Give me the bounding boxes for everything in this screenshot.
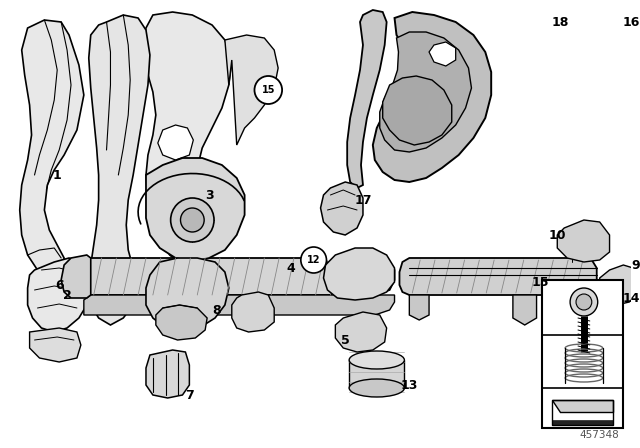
Polygon shape: [143, 12, 232, 268]
Circle shape: [255, 76, 282, 104]
Text: 14: 14: [623, 292, 640, 305]
Text: 5: 5: [341, 333, 349, 346]
Text: 1: 1: [53, 168, 61, 181]
Polygon shape: [28, 258, 91, 332]
Polygon shape: [20, 20, 84, 278]
Text: 4: 4: [287, 262, 295, 275]
Polygon shape: [61, 255, 91, 298]
Polygon shape: [567, 295, 584, 320]
Text: 8: 8: [212, 303, 221, 316]
Ellipse shape: [349, 351, 404, 369]
Polygon shape: [513, 295, 536, 325]
Polygon shape: [89, 15, 150, 325]
Polygon shape: [156, 305, 207, 340]
Polygon shape: [383, 76, 452, 145]
Polygon shape: [552, 400, 614, 412]
Polygon shape: [399, 258, 596, 295]
Text: 457348: 457348: [580, 430, 620, 440]
Polygon shape: [146, 350, 189, 398]
Polygon shape: [557, 220, 609, 262]
Text: 3: 3: [205, 189, 213, 202]
Polygon shape: [380, 32, 472, 152]
Polygon shape: [84, 295, 394, 315]
Text: 9: 9: [632, 258, 640, 271]
Text: 10: 10: [548, 228, 566, 241]
Polygon shape: [29, 328, 81, 362]
Polygon shape: [335, 312, 387, 352]
Polygon shape: [81, 258, 394, 295]
Ellipse shape: [349, 379, 404, 397]
Circle shape: [301, 247, 326, 273]
Polygon shape: [410, 295, 429, 320]
Circle shape: [180, 208, 204, 232]
Polygon shape: [347, 10, 387, 188]
Polygon shape: [552, 420, 614, 425]
Text: 16: 16: [623, 16, 640, 29]
Text: 15: 15: [262, 85, 275, 95]
Polygon shape: [323, 248, 394, 300]
Polygon shape: [225, 35, 278, 145]
Polygon shape: [146, 158, 244, 262]
Polygon shape: [163, 196, 193, 226]
Text: 13: 13: [401, 379, 418, 392]
Polygon shape: [373, 12, 491, 182]
Polygon shape: [321, 182, 363, 235]
Polygon shape: [349, 360, 404, 388]
Circle shape: [171, 198, 214, 242]
Polygon shape: [158, 125, 193, 160]
Text: 15: 15: [532, 276, 549, 289]
Text: 12: 12: [307, 255, 321, 265]
Polygon shape: [232, 292, 274, 332]
Polygon shape: [600, 265, 636, 305]
Text: 6: 6: [55, 279, 63, 292]
Bar: [543, 280, 623, 428]
Text: 7: 7: [185, 388, 194, 401]
Polygon shape: [146, 258, 229, 332]
Text: 17: 17: [354, 194, 372, 207]
Text: 2: 2: [63, 289, 72, 302]
Polygon shape: [429, 42, 456, 66]
Text: 18: 18: [552, 16, 569, 29]
Circle shape: [576, 294, 592, 310]
Circle shape: [570, 288, 598, 316]
